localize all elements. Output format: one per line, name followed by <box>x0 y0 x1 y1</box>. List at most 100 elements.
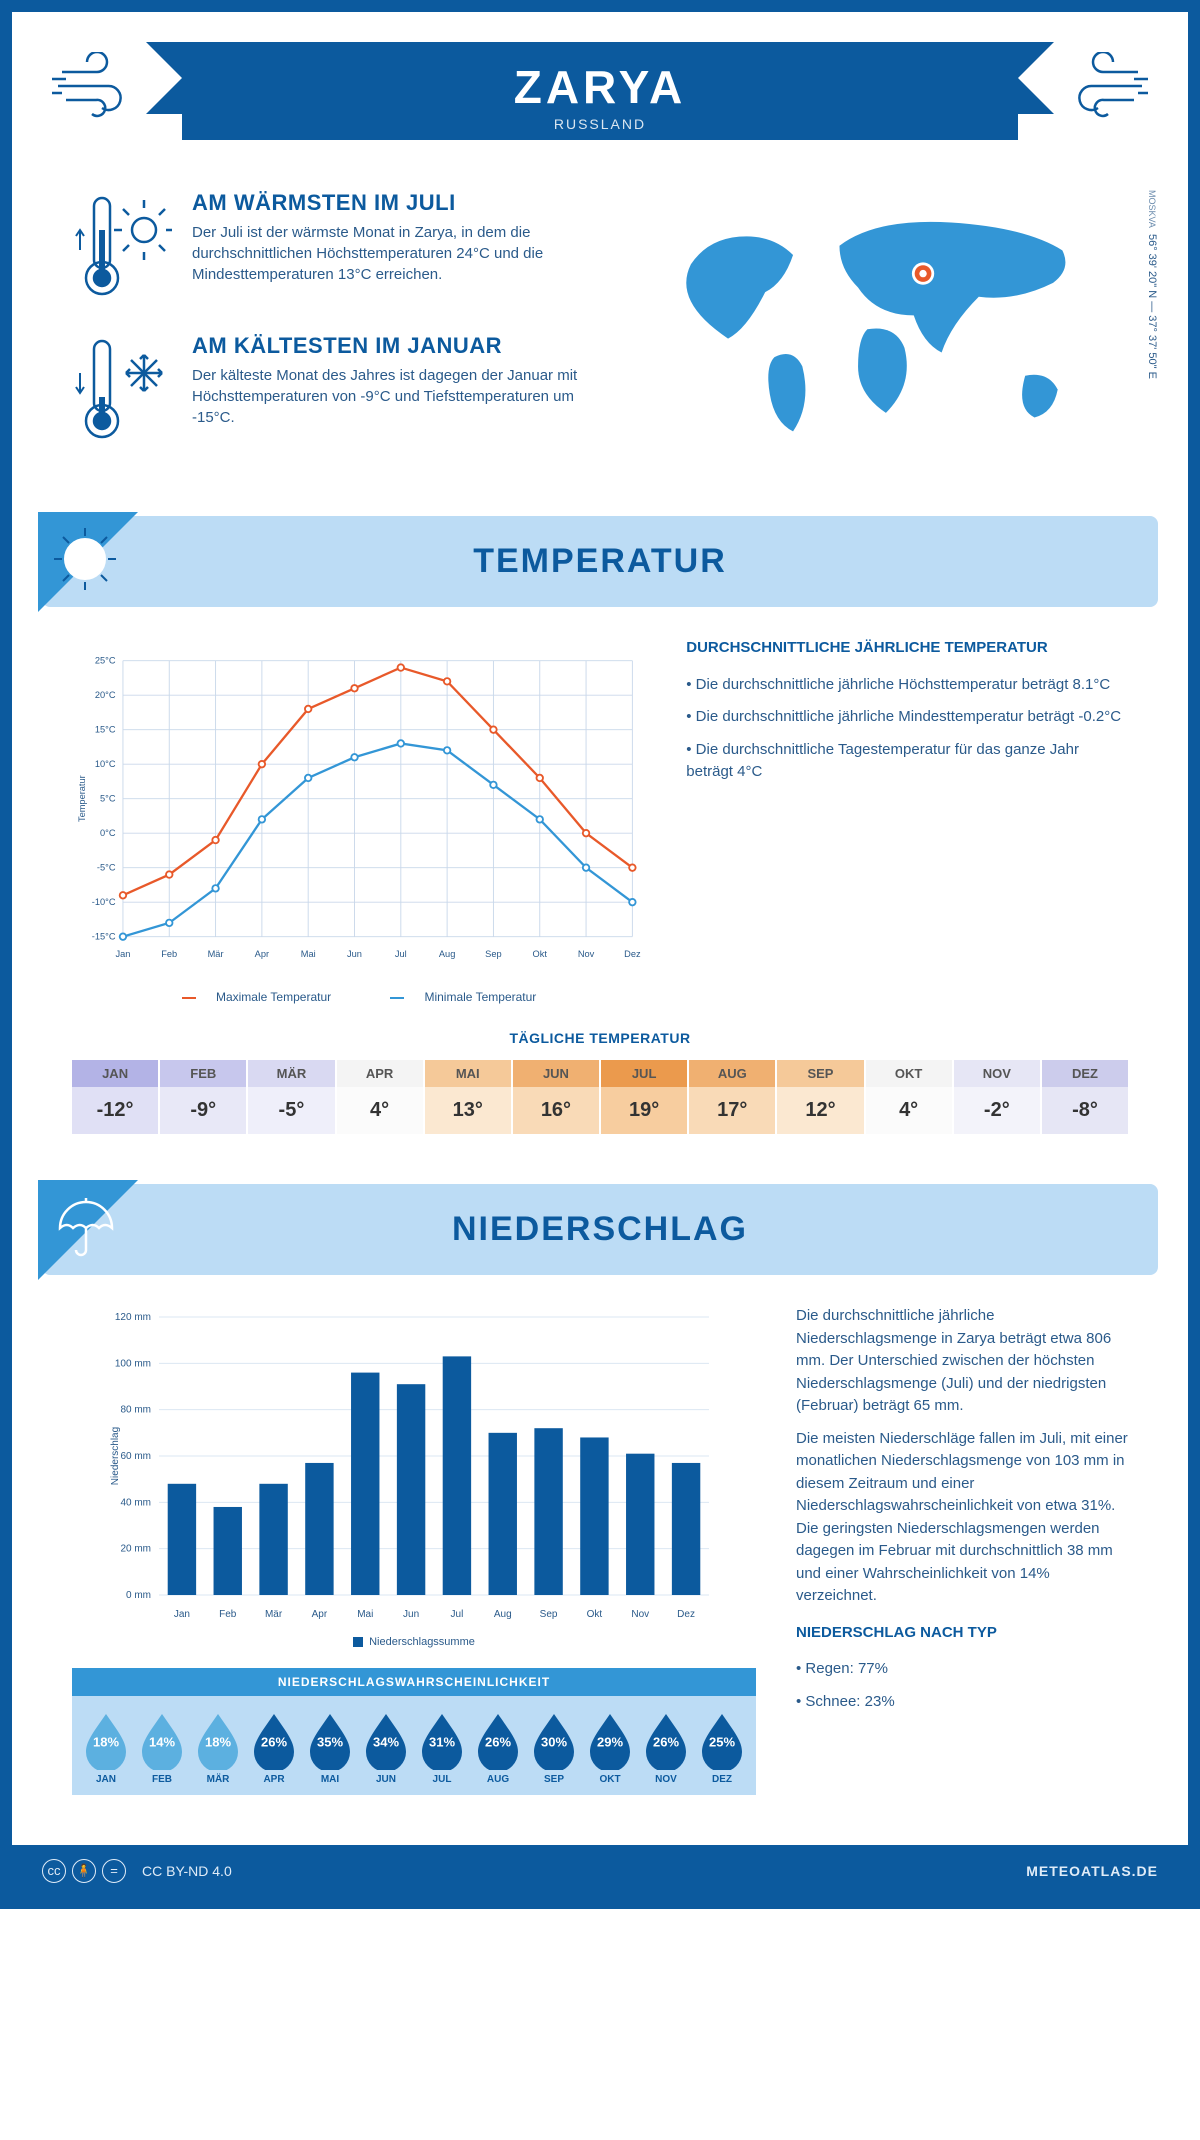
svg-text:Dez: Dez <box>677 1609 695 1620</box>
cc-icon: cc <box>42 1859 66 1883</box>
precip-prob-cell: 18% MÄR <box>190 1710 246 1785</box>
svg-text:0°C: 0°C <box>100 828 116 838</box>
svg-text:60 mm: 60 mm <box>120 1451 151 1462</box>
svg-text:Okt: Okt <box>533 949 548 959</box>
svg-text:Nov: Nov <box>631 1609 649 1620</box>
wind-icon <box>1058 52 1148 127</box>
daily-temp-cell: NOV -2° <box>954 1060 1040 1134</box>
precipitation-aside: Die durchschnittliche jährliche Niedersc… <box>796 1305 1128 1795</box>
daily-temp-cell: JUN 16° <box>513 1060 599 1134</box>
svg-text:Temperatur: Temperatur <box>77 775 87 822</box>
daily-temp-cell: JUL 19° <box>601 1060 687 1134</box>
precipitation-bar-chart: 0 mm 20 mm 40 mm 60 mm 80 mm 100 mm 120 mm Jan F… <box>72 1305 756 1795</box>
daily-temp-cell: OKT 4° <box>866 1060 952 1134</box>
temperature-aside: DURCHSCHNITTLICHE JÄHRLICHE TEMPERATUR •… <box>686 637 1128 1004</box>
temperature-legend: Maximale Temperatur Minimale Temperatur <box>72 990 646 1004</box>
warmest-block: AM WÄRMSTEN IM JULI Der Juli ist der wär… <box>72 190 604 305</box>
svg-text:120 mm: 120 mm <box>115 1312 151 1323</box>
svg-text:80 mm: 80 mm <box>120 1405 151 1416</box>
svg-text:Feb: Feb <box>161 949 177 959</box>
precipitation-probability: NIEDERSCHLAGSWAHRSCHEINLICHKEIT 18% JAN … <box>72 1668 756 1795</box>
header: ZARYA RUSSLAND <box>12 12 1188 160</box>
svg-text:Jun: Jun <box>347 949 362 959</box>
daily-temp-cell: AUG 17° <box>689 1060 775 1134</box>
svg-text:Mär: Mär <box>208 949 224 959</box>
svg-text:Mai: Mai <box>357 1609 373 1620</box>
nd-icon: = <box>102 1859 126 1883</box>
precip-prob-cell: 14% FEB <box>134 1710 190 1785</box>
svg-text:Apr: Apr <box>312 1609 328 1620</box>
umbrella-icon <box>50 1192 120 1267</box>
svg-text:Aug: Aug <box>494 1609 512 1620</box>
precipitation-heading: NIEDERSCHLAG <box>42 1210 1158 1249</box>
coldest-block: AM KÄLTESTEN IM JANUAR Der kälteste Mona… <box>72 333 604 448</box>
daily-temp-cell: FEB -9° <box>160 1060 246 1134</box>
footer: cc 🧍 = CC BY-ND 4.0 METEOATLAS.DE <box>12 1845 1188 1897</box>
svg-text:-5°C: -5°C <box>97 862 116 872</box>
svg-text:Sep: Sep <box>485 949 501 959</box>
svg-text:10°C: 10°C <box>95 759 116 769</box>
daily-temp-cell: DEZ -8° <box>1042 1060 1128 1134</box>
coldest-body: Der kälteste Monat des Jahres ist dagege… <box>192 365 604 428</box>
daily-temp-cell: MÄR -5° <box>248 1060 334 1134</box>
svg-text:5°C: 5°C <box>100 793 116 803</box>
precip-legend: Niederschlagssumme <box>72 1636 756 1648</box>
warmest-title: AM WÄRMSTEN IM JULI <box>192 190 604 216</box>
license: cc 🧍 = CC BY-ND 4.0 <box>42 1859 232 1883</box>
location-country: RUSSLAND <box>182 116 1018 132</box>
svg-text:Jul: Jul <box>451 1609 464 1620</box>
svg-text:Feb: Feb <box>219 1609 237 1620</box>
precipitation-content: 0 mm 20 mm 40 mm 60 mm 80 mm 100 mm 120 mm Jan F… <box>12 1275 1188 1815</box>
svg-text:Nov: Nov <box>578 949 595 959</box>
coldest-title: AM KÄLTESTEN IM JANUAR <box>192 333 604 359</box>
svg-text:40 mm: 40 mm <box>120 1497 151 1508</box>
summary-row: AM WÄRMSTEN IM JULI Der Juli ist der wär… <box>12 160 1188 496</box>
daily-temp-cell: MAI 13° <box>425 1060 511 1134</box>
temperature-banner: TEMPERATUR <box>42 516 1158 607</box>
svg-text:Jan: Jan <box>115 949 130 959</box>
thermometer-hot-icon <box>72 190 172 305</box>
location-title: ZARYA <box>182 60 1018 114</box>
precip-prob-cell: 31% JUL <box>414 1710 470 1785</box>
thermometer-cold-icon <box>72 333 172 448</box>
wind-icon <box>52 52 142 127</box>
by-icon: 🧍 <box>72 1859 96 1883</box>
precipitation-banner: NIEDERSCHLAG <box>42 1184 1158 1275</box>
svg-text:-15°C: -15°C <box>92 931 116 941</box>
precip-prob-cell: 30% SEP <box>526 1710 582 1785</box>
daily-temperature: TÄGLICHE TEMPERATUR JAN -12° FEB -9° MÄR… <box>12 1024 1188 1164</box>
temperature-heading: TEMPERATUR <box>42 542 1158 581</box>
title-ribbon: ZARYA RUSSLAND <box>182 42 1018 140</box>
license-text: CC BY-ND 4.0 <box>142 1863 232 1879</box>
svg-text:Jul: Jul <box>395 949 407 959</box>
coordinates: MOSKVA 56° 39' 20" N — 37° 37' 50" E <box>1146 190 1158 379</box>
warmest-body: Der Juli ist der wärmste Monat in Zarya,… <box>192 222 604 285</box>
svg-text:0 mm: 0 mm <box>126 1590 151 1601</box>
svg-text:Mai: Mai <box>301 949 316 959</box>
svg-text:20 mm: 20 mm <box>120 1544 151 1555</box>
svg-text:Apr: Apr <box>255 949 269 959</box>
precip-prob-cell: 35% MAI <box>302 1710 358 1785</box>
svg-text:Mär: Mär <box>265 1609 283 1620</box>
brand: METEOATLAS.DE <box>1026 1863 1158 1879</box>
svg-text:100 mm: 100 mm <box>115 1358 151 1369</box>
precip-prob-cell: 34% JUN <box>358 1710 414 1785</box>
sun-icon <box>50 524 120 599</box>
svg-text:15°C: 15°C <box>95 724 116 734</box>
daily-temp-cell: JAN -12° <box>72 1060 158 1134</box>
precip-prob-cell: 26% AUG <box>470 1710 526 1785</box>
svg-text:25°C: 25°C <box>95 655 116 665</box>
precip-prob-cell: 25% DEZ <box>694 1710 750 1785</box>
precip-type-title: NIEDERSCHLAG NACH TYP <box>796 1622 1128 1645</box>
infographic-frame: ZARYA RUSSLAND <box>0 0 1200 1909</box>
svg-text:20°C: 20°C <box>95 690 116 700</box>
temp-aside-title: DURCHSCHNITTLICHE JÄHRLICHE TEMPERATUR <box>686 637 1128 660</box>
precip-prob-title: NIEDERSCHLAGSWAHRSCHEINLICHKEIT <box>72 1668 756 1696</box>
temperature-line-chart: -15°C-10°C-5°C0°C5°C10°C15°C20°C25°CJanF… <box>72 637 646 1004</box>
daily-temp-cell: SEP 12° <box>777 1060 863 1134</box>
precip-prob-cell: 18% JAN <box>78 1710 134 1785</box>
summary-text: AM WÄRMSTEN IM JULI Der Juli ist der wär… <box>72 190 604 476</box>
precip-prob-cell: 26% APR <box>246 1710 302 1785</box>
temperature-content: -15°C-10°C-5°C0°C5°C10°C15°C20°C25°CJanF… <box>12 607 1188 1024</box>
svg-text:Jan: Jan <box>174 1609 190 1620</box>
